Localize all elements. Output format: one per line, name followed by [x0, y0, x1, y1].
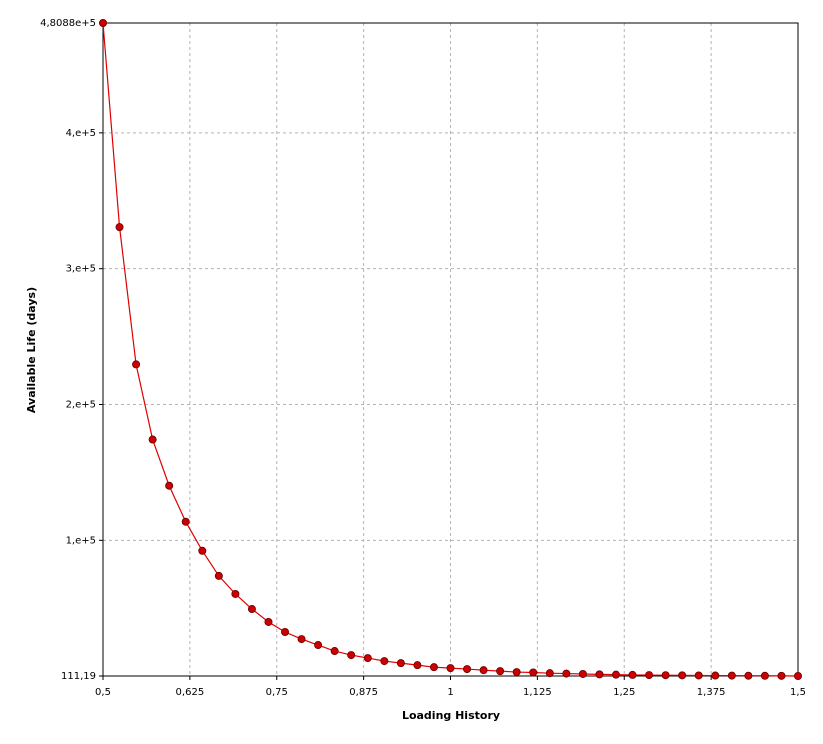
data-point	[744, 671, 753, 680]
data-point	[181, 517, 190, 526]
y-tick-label: 3,e+5	[66, 264, 96, 275]
data-point	[363, 654, 372, 663]
data-point	[611, 670, 620, 679]
y-tick-label: 1,e+5	[66, 535, 96, 546]
x-tick-label: 1,5	[790, 687, 806, 698]
x-tick-label: 0,875	[349, 687, 378, 698]
y-axis-title: Available Life (days)	[25, 287, 38, 413]
data-point	[645, 671, 654, 680]
x-tick-label: 1	[447, 687, 453, 698]
data-point	[247, 605, 256, 614]
data-point	[330, 647, 339, 656]
x-tick-label: 1,125	[523, 687, 552, 698]
x-tick-label: 0,75	[266, 687, 288, 698]
data-point	[165, 481, 174, 490]
data-point	[727, 671, 736, 680]
data-point	[148, 435, 157, 444]
data-point	[496, 667, 505, 676]
data-point	[529, 668, 538, 677]
data-point	[777, 671, 786, 680]
y-tick-label: 2,e+5	[66, 400, 96, 411]
data-point	[760, 671, 769, 680]
data-point	[380, 657, 389, 666]
data-point	[214, 571, 223, 580]
data-point	[429, 663, 438, 672]
x-tick-label: 1,25	[613, 687, 635, 698]
data-point	[479, 666, 488, 675]
data-point	[628, 670, 637, 679]
data-point	[578, 669, 587, 678]
x-tick-label: 0,5	[95, 687, 111, 698]
data-point	[347, 651, 356, 660]
x-tick-label: 0,625	[176, 687, 205, 698]
data-point	[463, 665, 472, 674]
data-point	[231, 589, 240, 598]
data-point	[281, 628, 290, 637]
data-point	[264, 617, 273, 626]
grid	[102, 22, 799, 677]
data-point	[694, 671, 703, 680]
data-point	[413, 661, 422, 670]
x-axis-title: Loading History	[402, 709, 500, 722]
data-point	[446, 664, 455, 673]
data-point	[132, 360, 141, 369]
data-point	[545, 669, 554, 678]
data-point	[297, 635, 306, 644]
data-point	[562, 669, 571, 678]
data-point	[396, 659, 405, 668]
y-tick-label: 4,e+5	[66, 128, 96, 139]
data-point	[115, 223, 124, 232]
data-point	[512, 668, 521, 677]
data-point	[794, 672, 803, 681]
y-tick-label: 111,19	[61, 671, 96, 682]
data-point	[678, 671, 687, 680]
data-point	[661, 671, 670, 680]
data-point	[314, 641, 323, 650]
y-tick-label: 4,8088e+5	[40, 18, 96, 29]
data-point	[711, 671, 720, 680]
data-point	[198, 546, 207, 555]
data-point	[99, 18, 108, 27]
x-tick-label: 1,375	[697, 687, 726, 698]
data-point	[595, 670, 604, 679]
